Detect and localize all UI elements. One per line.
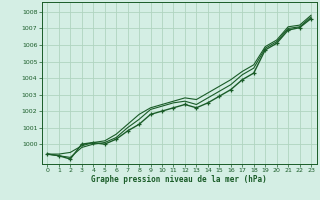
X-axis label: Graphe pression niveau de la mer (hPa): Graphe pression niveau de la mer (hPa) (91, 175, 267, 184)
